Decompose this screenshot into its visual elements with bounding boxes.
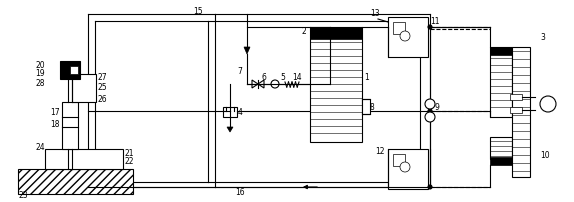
- Bar: [362, 100, 370, 115]
- Bar: [310, 28, 362, 40]
- Text: 20: 20: [35, 60, 45, 69]
- Bar: [510, 107, 522, 114]
- Text: 14: 14: [292, 73, 301, 82]
- Bar: [393, 23, 405, 35]
- Text: 19: 19: [35, 69, 45, 78]
- Circle shape: [425, 100, 435, 109]
- Text: 18: 18: [50, 120, 60, 129]
- Text: 9: 9: [435, 103, 440, 112]
- Bar: [45, 149, 123, 169]
- Text: 12: 12: [375, 147, 385, 156]
- Bar: [490, 48, 512, 56]
- Text: 26: 26: [97, 95, 107, 104]
- Bar: [512, 48, 530, 177]
- Bar: [70, 67, 78, 75]
- Bar: [388, 149, 428, 189]
- Bar: [393, 154, 405, 166]
- Circle shape: [400, 32, 410, 42]
- Text: 15: 15: [193, 7, 203, 16]
- Polygon shape: [252, 81, 258, 88]
- Circle shape: [428, 185, 432, 189]
- Text: 7: 7: [237, 67, 242, 76]
- Text: 2: 2: [302, 27, 307, 36]
- Text: 21: 21: [124, 148, 134, 157]
- Text: 4: 4: [238, 108, 243, 117]
- Text: 25: 25: [97, 83, 107, 92]
- Text: 3: 3: [540, 33, 545, 42]
- Text: 24: 24: [35, 143, 45, 152]
- Circle shape: [400, 162, 410, 172]
- Bar: [490, 137, 512, 159]
- Bar: [388, 18, 428, 58]
- Bar: [310, 28, 362, 142]
- Bar: [60, 62, 80, 80]
- Text: 10: 10: [540, 150, 550, 159]
- Bar: [223, 107, 237, 117]
- Text: 27: 27: [97, 73, 107, 82]
- Circle shape: [540, 97, 556, 113]
- Polygon shape: [227, 127, 233, 132]
- Bar: [490, 48, 512, 117]
- Polygon shape: [244, 48, 250, 55]
- Text: 23: 23: [18, 190, 28, 200]
- Text: 5: 5: [280, 73, 285, 82]
- Bar: [490, 157, 512, 165]
- Bar: [62, 102, 78, 149]
- Bar: [510, 95, 522, 101]
- Text: 11: 11: [430, 17, 440, 26]
- Text: 1: 1: [364, 73, 369, 82]
- Text: 13: 13: [370, 9, 379, 18]
- Bar: [72, 75, 96, 102]
- Circle shape: [425, 113, 435, 122]
- Circle shape: [271, 81, 279, 88]
- Text: 8: 8: [370, 103, 375, 112]
- Text: 22: 22: [124, 157, 134, 166]
- Circle shape: [428, 26, 432, 30]
- Circle shape: [428, 109, 432, 114]
- Text: 28: 28: [35, 78, 45, 87]
- Text: 16: 16: [235, 188, 245, 197]
- Bar: [18, 169, 133, 194]
- Text: 6: 6: [262, 73, 267, 82]
- Polygon shape: [258, 81, 264, 88]
- Text: 17: 17: [50, 108, 60, 117]
